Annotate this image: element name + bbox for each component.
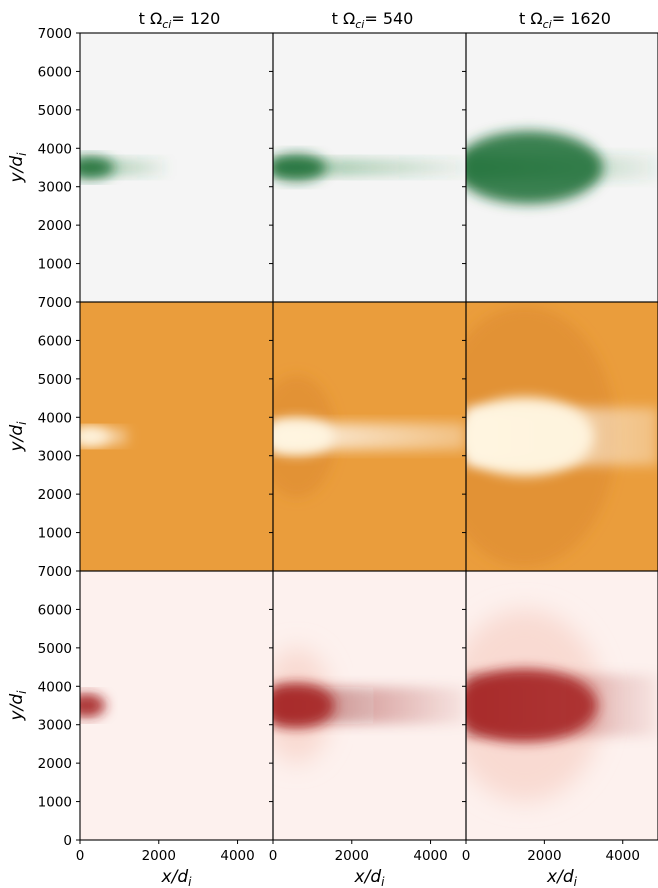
y-tick-label: 3000	[38, 180, 72, 196]
y-tick-label: 3000	[38, 718, 72, 734]
y-tick-label: 6000	[38, 64, 72, 80]
panel-frame	[465, 570, 658, 841]
y-tick-label: 2000	[38, 487, 72, 503]
structure-core	[80, 156, 115, 179]
heatmap-panel-r2-c2	[273, 302, 466, 571]
x-axis-label: x/di	[354, 867, 386, 888]
heatmap-panel-r2-c1	[80, 302, 273, 571]
y-axis-labels: y/di y/di y/di	[7, 152, 29, 722]
x-tick-label: 0	[462, 848, 471, 864]
structure-core	[273, 418, 335, 455]
y-tick-label: 1000	[38, 795, 72, 811]
y-tick-label: 3000	[38, 449, 72, 465]
x-tick-label: 4000	[413, 848, 447, 864]
y-axis-label: y/di	[7, 152, 29, 184]
x-axis-label: x/di	[161, 867, 193, 888]
y-tick-label: 6000	[38, 602, 72, 618]
y-tick-label: 6000	[38, 333, 72, 349]
column-title: t Ωci= 1620	[519, 9, 611, 31]
structure-core	[466, 669, 598, 742]
structure-core	[273, 154, 327, 181]
x-tick-label: 0	[269, 848, 278, 864]
structure-core	[273, 683, 335, 728]
y-tick-label: 5000	[38, 372, 72, 388]
y-tick-label: 0	[63, 833, 72, 849]
structure-core	[466, 397, 594, 476]
panel-grid: 1000 2000 3000 4000 5000 6000 7000 1000 2000 3000…	[38, 26, 658, 864]
y-tick-label: 4000	[38, 679, 72, 695]
heatmap-panel-r1-c2	[273, 33, 466, 302]
x-axis-label: x/di	[546, 867, 578, 888]
structure-core	[80, 693, 106, 718]
y-tick-label: 2000	[38, 218, 72, 234]
y-tick-label: 4000	[38, 410, 72, 426]
y-axis-label: y/di	[7, 421, 29, 453]
y-tick-label: 4000	[38, 141, 72, 157]
x-tick-label: 4000	[606, 848, 640, 864]
x-tick-label: 2000	[527, 848, 561, 864]
y-axis-label: y/di	[7, 690, 29, 722]
y-tick-label: 1000	[38, 526, 72, 542]
heatmap-panel-r3-c3	[466, 571, 658, 840]
heatmap-panel-r1-c1	[80, 33, 273, 302]
heatmap-panel-r3-c1	[80, 571, 273, 840]
heatmap-panel-r1-c3	[466, 33, 658, 302]
structure-core	[466, 131, 603, 204]
panel-background	[80, 571, 273, 840]
y-tick-label: 1000	[38, 257, 72, 273]
heatmap-panel-r2-c3	[466, 302, 658, 571]
x-tick-label: 2000	[335, 848, 369, 864]
x-tick-label: 4000	[220, 848, 254, 864]
axes: 1000 2000 3000 4000 5000 6000 7000 1000 2000 3000…	[38, 26, 658, 864]
column-title: t Ωci= 120	[139, 9, 221, 31]
y-tick-label: 7000	[38, 26, 72, 42]
x-axis-labels: x/di x/di x/di	[161, 867, 578, 888]
y-tick-label: 5000	[38, 103, 72, 119]
column-title: t Ωci= 540	[332, 9, 414, 31]
y-tick-label: 7000	[38, 564, 72, 580]
column-titles: t Ωci= 120 t Ωci= 540 t Ωci= 1620	[139, 9, 611, 31]
y-tick-label: 7000	[38, 295, 72, 311]
x-tick-label: 0	[76, 848, 85, 864]
heatmap-panel-r3-c2	[273, 571, 466, 840]
y-tick-label: 5000	[38, 641, 72, 657]
y-tick-label: 2000	[38, 756, 72, 772]
structure-core	[80, 428, 110, 445]
x-tick-label: 2000	[142, 848, 176, 864]
